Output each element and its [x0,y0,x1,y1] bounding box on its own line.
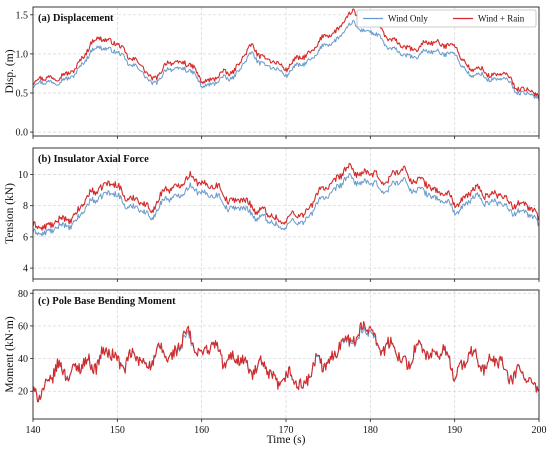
plot-frame [32,6,540,137]
legend-entry: Wind Only [388,14,428,24]
x-tick-label: 200 [532,425,547,436]
y-tick-label: 1.0 [16,49,29,60]
series-line-wind-rain [32,320,540,403]
plot-frame [32,289,540,420]
plot-area [33,290,539,419]
y-tick-label: 8 [23,201,28,212]
y-tick-label: 20 [18,387,28,398]
y-tick-label: 80 [18,289,28,300]
y-axis-label: Moment (kN·m) [4,316,16,393]
y-tick-label: 0.0 [16,128,29,139]
y-tick-label: 6 [23,232,28,243]
y-tick-label: 10 [18,170,28,181]
panel-2: 4 6 8 10 (b) Insulator Axial Force Tension (k… [4,147,540,282]
legend-box [356,9,537,28]
series-line-wind-rain [32,162,540,231]
panel-3: 20 40 60 80 (c) Pole Base Bending Moment Mome… [4,289,547,446]
y-tick-label: 60 [18,321,28,332]
panel-1: 0.0 0.5 1.0 1.5 (a) Displacement Disp. (m) Win… [4,6,540,139]
x-tick-label: 190 [447,425,462,436]
y-tick-label: 1.5 [16,10,29,21]
y-tick-label: 0.5 [16,89,29,100]
series-line-wind-only [32,19,540,102]
x-tick-label: 150 [110,425,125,436]
panel-title: (a) Displacement [38,13,114,24]
y-tick-label: 40 [18,354,28,365]
x-tick-label: 140 [26,425,41,436]
series-line-wind-only [32,172,540,237]
series-line-wind-rain [32,8,540,99]
y-tick-label: 4 [23,264,28,275]
x-tick-label: 180 [363,425,378,436]
panel-title: (b) Insulator Axial Force [38,154,149,165]
x-axis-label: Time (s) [267,434,306,446]
panel-title: (c) Pole Base Bending Moment [38,296,176,307]
legend-entry: Wind + Rain [478,14,525,24]
x-tick-label: 170 [279,425,294,436]
plot-frame [32,147,540,280]
y-axis-label: Tension (kN) [4,183,16,244]
legend: Wind Only Wind + Rain [356,9,537,28]
y-axis-label: Disp. (m) [4,49,16,93]
x-tick-label: 160 [194,425,209,436]
